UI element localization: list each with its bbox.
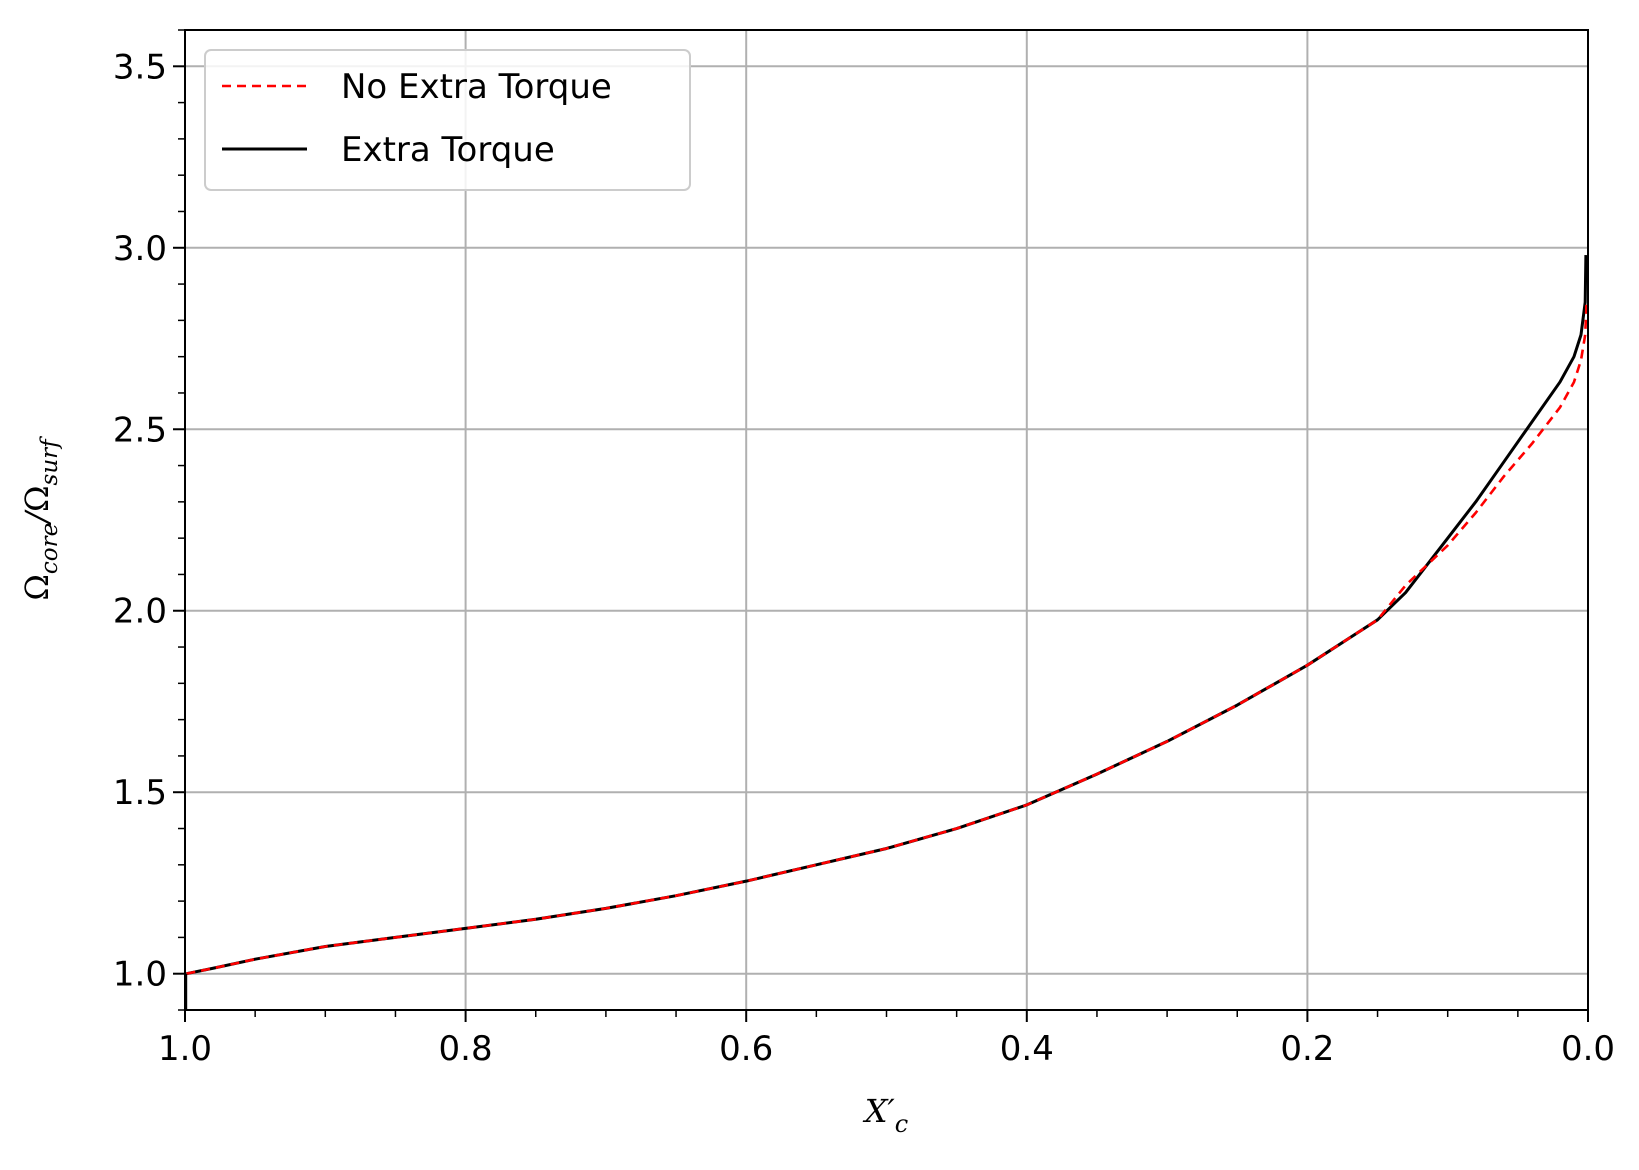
- y-tick-label: 1.0: [113, 955, 167, 995]
- y-tick-label: 2.0: [113, 592, 167, 632]
- x-tick-label: 0.8: [439, 1029, 493, 1069]
- series-line-extra-torque: [186, 255, 1588, 976]
- y-tick-label: 3.0: [113, 229, 167, 269]
- x-tick-label: 0.0: [1561, 1029, 1615, 1069]
- legend-box: [204, 49, 691, 191]
- legend-label-no-extra-torque: No Extra Torque: [341, 67, 612, 107]
- minor-ticks: [178, 29, 1519, 1017]
- legend-label-extra-torque: Extra Torque: [341, 130, 555, 170]
- legend: No Extra Torque Extra Torque: [204, 49, 691, 191]
- series-layer: [186, 255, 1588, 976]
- y-tick-label: 2.5: [113, 410, 167, 450]
- x-tick-label: 0.6: [719, 1029, 773, 1069]
- y-axis-label: Ωcore/Ωsurf: [18, 436, 63, 601]
- y-tick-label: 3.5: [113, 47, 167, 87]
- x-tick-labels: 1.0 0.8 0.6 0.4 0.2 0.0: [158, 1029, 1615, 1069]
- y-tick-labels: 1.0 1.5 2.0 2.5 3.0 3.5: [113, 47, 167, 994]
- x-axis-label: X′c: [862, 1092, 909, 1138]
- major-ticks: [173, 65, 1589, 1022]
- x-tick-label: 0.4: [1000, 1029, 1054, 1069]
- series-line-no-extra-torque: [186, 302, 1588, 975]
- x-tick-label: 0.2: [1280, 1029, 1334, 1069]
- plot-frame: [184, 29, 1589, 1011]
- x-tick-label: 1.0: [158, 1029, 212, 1069]
- y-tick-label: 1.5: [113, 773, 167, 813]
